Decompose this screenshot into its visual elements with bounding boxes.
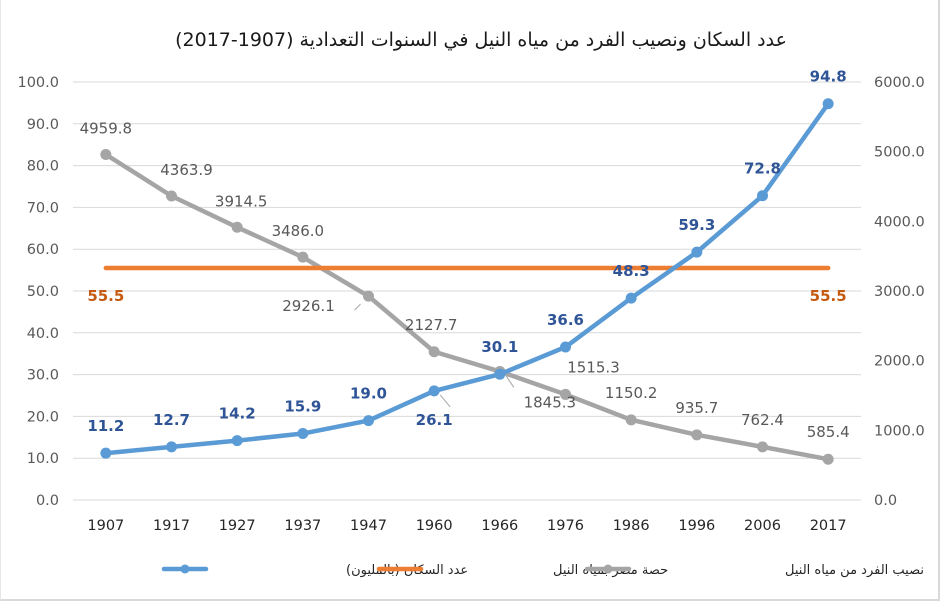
per-capita-data-label: 762.4 bbox=[741, 411, 784, 429]
series-group bbox=[100, 98, 834, 465]
left-axis-tick-label: 20.0 bbox=[27, 409, 59, 425]
per-capita-marker bbox=[560, 388, 571, 400]
left-axis-tick-label: 60.0 bbox=[27, 242, 59, 258]
population-data-label: 94.8 bbox=[810, 68, 847, 86]
population-marker bbox=[231, 435, 243, 447]
legend: عدد السكان (بالمليون)حصة مصر بمياه النيل… bbox=[161, 563, 924, 578]
population-data-label: 36.6 bbox=[547, 311, 584, 329]
x-axis-ticks: 1907 1917 1927 1937 1947 1960 1966 1976 1986 1996… bbox=[87, 518, 846, 534]
per-capita-marker bbox=[757, 441, 768, 453]
population-marker bbox=[100, 447, 112, 459]
right-axis-tick-label: 4000.0 bbox=[874, 214, 925, 230]
legend-swatch-marker bbox=[603, 564, 613, 574]
per-capita-data-label: 1845.3 bbox=[524, 393, 577, 411]
per-capita-marker bbox=[231, 221, 243, 233]
right-axis-ticks: 0.0 1000.0 2000.0 3000.0 4000.0 5000.0 6000.0 bbox=[874, 75, 925, 509]
left-axis-tick-label: 90.0 bbox=[27, 117, 59, 133]
right-axis-tick-label: 6000.0 bbox=[874, 75, 925, 91]
left-axis-tick-label: 0.0 bbox=[36, 493, 59, 509]
per-capita-data-label: 2926.1 bbox=[282, 297, 335, 315]
per-capita-data-label: 1150.2 bbox=[605, 384, 658, 402]
x-axis-tick-label: 1996 bbox=[678, 518, 715, 534]
left-axis-tick-label: 70.0 bbox=[27, 200, 59, 216]
population-marker bbox=[757, 190, 768, 202]
population-marker bbox=[560, 341, 571, 353]
left-axis-tick-label: 30.0 bbox=[27, 368, 59, 384]
population-data-label: 11.2 bbox=[87, 417, 124, 435]
left-axis-tick-label: 80.0 bbox=[27, 159, 59, 175]
per-capita-marker bbox=[625, 414, 637, 426]
x-axis-tick-label: 1976 bbox=[547, 518, 584, 534]
per-capita-data-label: 4959.8 bbox=[80, 119, 133, 137]
right-axis-tick-label: 0.0 bbox=[874, 493, 897, 509]
right-axis-tick-label: 1000.0 bbox=[874, 423, 925, 439]
x-axis-tick-label: 1927 bbox=[219, 518, 256, 534]
legend-swatch-marker bbox=[180, 564, 190, 574]
right-axis-tick-label: 2000.0 bbox=[874, 354, 925, 370]
left-axis-ticks: 0.0 10.0 20.0 30.0 40.0 50.0 60.0 70.0 80.0 90.0 1… bbox=[17, 75, 59, 509]
x-axis-tick-label: 2017 bbox=[810, 518, 847, 534]
chart-title: عدد السكان ونصيب الفرد من مياه النيل في … bbox=[175, 29, 787, 51]
x-axis-tick-label: 2006 bbox=[744, 518, 781, 534]
population-marker bbox=[494, 368, 506, 380]
per-capita-marker bbox=[822, 453, 834, 465]
label-leader-line bbox=[505, 375, 515, 388]
population-marker bbox=[166, 441, 177, 453]
per-capita-data-label: 3914.5 bbox=[215, 192, 268, 210]
population-marker bbox=[363, 415, 374, 427]
per-capita-marker bbox=[100, 148, 112, 160]
x-axis-tick-label: 1966 bbox=[481, 518, 518, 534]
population-marker bbox=[691, 246, 703, 258]
population-marker bbox=[822, 98, 834, 110]
per-capita-data-label: 1515.3 bbox=[567, 358, 620, 376]
series-line-population bbox=[105, 102, 830, 456]
left-axis-tick-label: 10.0 bbox=[27, 451, 59, 467]
nile-share-data-label: 55.5 bbox=[87, 287, 124, 305]
per-capita-data-label: 4363.9 bbox=[160, 161, 213, 179]
per-capita-marker bbox=[166, 190, 177, 202]
series-line-per-capita bbox=[104, 152, 829, 462]
population-data-label: 12.7 bbox=[153, 411, 190, 429]
x-axis-tick-label: 1917 bbox=[153, 518, 190, 534]
label-leader-line bbox=[439, 394, 451, 408]
population-marker bbox=[625, 292, 637, 304]
left-axis-tick-label: 100.0 bbox=[17, 75, 59, 91]
population-marker bbox=[428, 385, 440, 397]
left-axis-tick-label: 40.0 bbox=[27, 326, 59, 342]
x-axis-tick-label: 1986 bbox=[613, 518, 650, 534]
gridlines bbox=[73, 81, 861, 501]
x-axis-tick-label: 1907 bbox=[87, 518, 124, 534]
population-data-label: 26.1 bbox=[416, 411, 453, 429]
population-data-label: 15.9 bbox=[284, 398, 321, 416]
data-labels: 11.2 12.7 14.2 15.9 19.0 26.1 30.1 36.6 48.3 59.3… bbox=[80, 68, 850, 441]
per-capita-data-label: 585.4 bbox=[807, 423, 850, 441]
right-axis-tick-label: 3000.0 bbox=[874, 284, 925, 300]
population-data-label: 48.3 bbox=[613, 262, 650, 280]
x-axis-tick-label: 1947 bbox=[350, 518, 387, 534]
nile-share-data-label: 55.5 bbox=[810, 287, 847, 305]
label-leader-line bbox=[354, 303, 361, 311]
population-data-label: 72.8 bbox=[744, 160, 781, 178]
x-axis-tick-label: 1960 bbox=[416, 518, 453, 534]
population-marker bbox=[297, 428, 309, 440]
left-axis-tick-label: 50.0 bbox=[27, 284, 59, 300]
per-capita-data-label: 3486.0 bbox=[272, 222, 325, 240]
per-capita-data-label: 2127.7 bbox=[405, 316, 458, 334]
per-capita-marker bbox=[691, 429, 703, 441]
per-capita-data-label: 935.7 bbox=[675, 399, 718, 417]
legend-label: نصيب الفرد من مياه النيل bbox=[785, 563, 924, 578]
population-data-label: 14.2 bbox=[219, 405, 256, 423]
population-data-label: 59.3 bbox=[678, 216, 715, 234]
x-axis-tick-label: 1937 bbox=[284, 518, 321, 534]
right-axis-tick-label: 5000.0 bbox=[874, 145, 925, 161]
per-capita-marker bbox=[363, 290, 374, 302]
population-data-label: 19.0 bbox=[350, 385, 387, 403]
population-data-label: 30.1 bbox=[481, 338, 518, 356]
per-capita-marker bbox=[428, 346, 440, 358]
per-capita-marker bbox=[297, 251, 309, 263]
